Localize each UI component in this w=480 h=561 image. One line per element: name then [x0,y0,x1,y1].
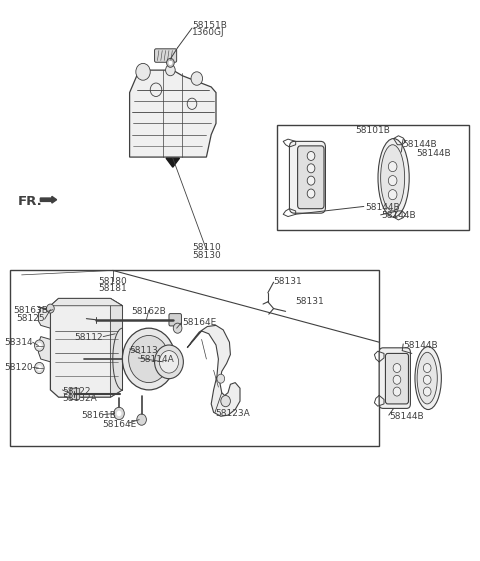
Text: 58132A: 58132A [62,394,97,403]
Circle shape [393,387,401,396]
Text: 58131: 58131 [295,297,324,306]
Text: 58164E: 58164E [182,318,216,327]
Circle shape [221,396,230,407]
Circle shape [159,351,179,373]
Circle shape [136,63,150,80]
Text: 58181: 58181 [98,284,127,293]
Circle shape [168,61,172,65]
Circle shape [122,328,175,390]
Text: 58144B: 58144B [389,412,423,421]
Text: 58114A: 58114A [139,355,174,364]
Text: 58144B: 58144B [402,140,437,149]
Circle shape [47,304,54,313]
Text: 58151B: 58151B [192,21,227,30]
Text: 58113: 58113 [130,346,158,355]
Circle shape [423,387,431,396]
Text: 58144B: 58144B [365,203,399,212]
FancyBboxPatch shape [298,146,324,209]
Text: 58112: 58112 [74,333,103,342]
Circle shape [217,374,225,383]
Polygon shape [130,70,216,157]
Circle shape [393,375,401,384]
Text: 58163B: 58163B [13,306,48,315]
Text: 58162B: 58162B [132,307,166,316]
Circle shape [307,176,315,185]
Text: 58110: 58110 [192,243,221,252]
Polygon shape [50,298,122,397]
Text: 1360GJ: 1360GJ [192,28,225,37]
FancyBboxPatch shape [379,348,410,408]
Text: 58123A: 58123A [215,409,250,418]
Text: 58131: 58131 [274,277,302,286]
Circle shape [117,411,121,416]
Circle shape [129,335,169,383]
Circle shape [388,190,397,200]
Text: 58130: 58130 [192,251,221,260]
Text: 58120: 58120 [4,363,33,372]
Polygon shape [38,337,50,362]
Text: 58125: 58125 [16,314,45,323]
Text: 58164E: 58164E [102,420,136,429]
Ellipse shape [378,139,409,217]
Circle shape [114,407,124,420]
FancyBboxPatch shape [289,141,325,213]
Bar [10,270,379,446]
Text: 58122: 58122 [62,387,91,396]
FancyBboxPatch shape [155,49,177,62]
FancyBboxPatch shape [70,388,80,399]
Text: 58101B: 58101B [355,126,390,135]
Text: 58314: 58314 [4,338,33,347]
Circle shape [388,162,397,172]
Circle shape [35,362,44,374]
Circle shape [423,364,431,373]
Circle shape [191,72,203,85]
Circle shape [166,65,175,76]
Circle shape [173,323,182,333]
Polygon shape [40,196,57,203]
Ellipse shape [381,145,405,211]
Circle shape [307,151,315,160]
Circle shape [37,365,42,371]
Circle shape [150,83,162,96]
Bar [277,125,469,230]
Circle shape [167,58,174,67]
Circle shape [388,176,397,186]
Circle shape [307,164,315,173]
Circle shape [35,340,44,351]
Polygon shape [187,325,240,416]
Ellipse shape [417,352,437,404]
Circle shape [187,98,197,109]
Circle shape [155,345,183,379]
Polygon shape [50,298,122,306]
Text: 58144B: 58144B [382,211,416,220]
Text: 58144B: 58144B [403,341,438,350]
Circle shape [137,414,146,425]
FancyBboxPatch shape [385,353,408,404]
Text: 58144B: 58144B [417,149,451,158]
Circle shape [37,343,42,348]
Ellipse shape [415,347,442,410]
Polygon shape [38,307,50,328]
Circle shape [307,189,315,198]
Circle shape [423,375,431,384]
Circle shape [393,364,401,373]
Text: FR.: FR. [18,195,43,209]
Polygon shape [166,158,180,167]
Text: 58180: 58180 [98,277,127,286]
Text: 58161B: 58161B [81,411,116,420]
FancyBboxPatch shape [169,314,181,326]
Polygon shape [110,298,122,397]
